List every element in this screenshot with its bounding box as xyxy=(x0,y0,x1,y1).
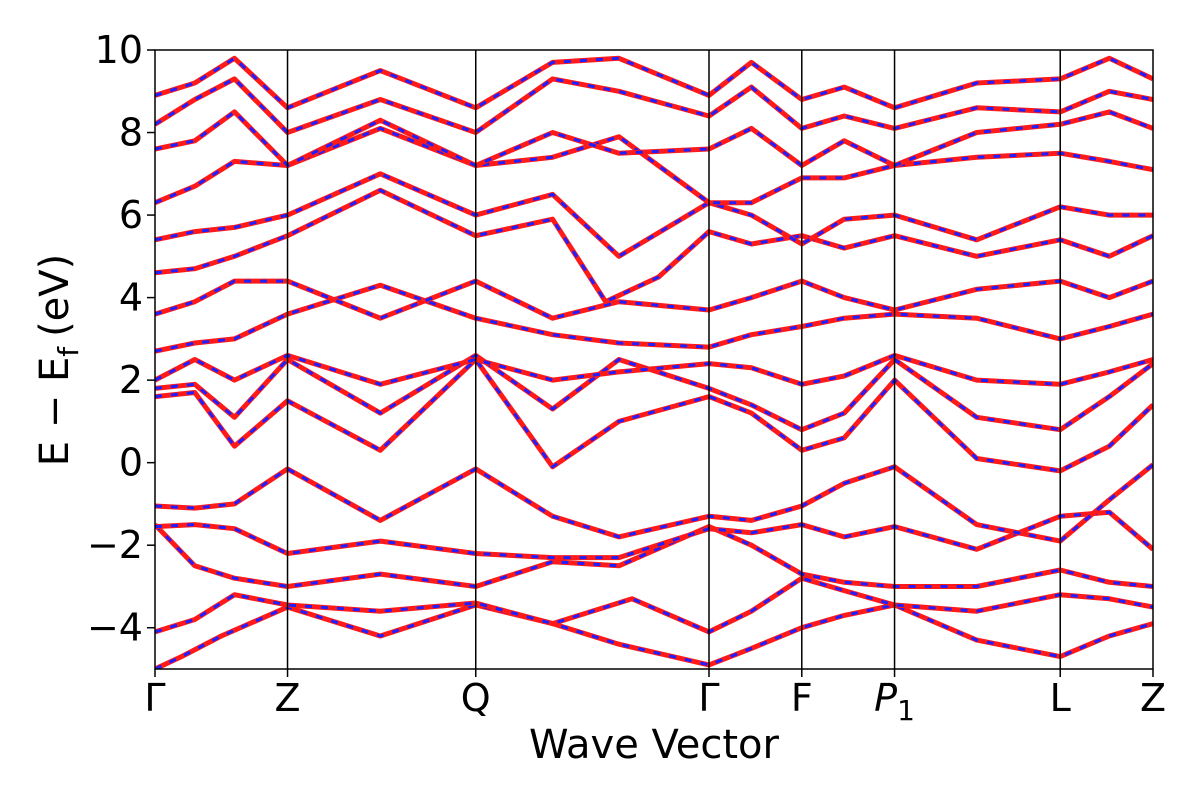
x-tick-label: P1 xyxy=(874,676,915,727)
y-tick-label: 2 xyxy=(119,358,143,402)
y-tick-label: 10 xyxy=(95,28,143,72)
band-line-blue xyxy=(155,358,1153,473)
y-axis-label-unit: (eV) xyxy=(32,254,78,337)
x-ticks: Γ Z Q Γ F P1 L Z xyxy=(144,669,1166,727)
band-line-blue xyxy=(155,283,1153,353)
x-tick-label: L xyxy=(1050,676,1071,720)
band-line-blue xyxy=(155,77,1153,134)
y-ticks: 10 8 6 4 2 0 −2 −4 xyxy=(87,28,155,650)
x-tick-label: F xyxy=(791,676,813,720)
band-line-blue xyxy=(155,56,1153,110)
band-line-blue xyxy=(155,110,1153,167)
band-line-red xyxy=(155,282,1153,354)
y-tick-label: 0 xyxy=(119,441,143,485)
band-line-red xyxy=(155,357,1153,474)
x-tick-label: Γ xyxy=(698,676,719,720)
band-line-blue xyxy=(155,126,1153,205)
band-line-red xyxy=(155,125,1153,206)
band-line-red xyxy=(155,278,1153,321)
band-line-blue xyxy=(155,188,1153,304)
band-line-red xyxy=(155,171,1153,259)
band-line-red xyxy=(155,522,1153,589)
y-tick-label: 8 xyxy=(119,111,143,155)
x-tick-label: Q xyxy=(461,676,491,720)
y-axis-label: E − Ef (eV) xyxy=(32,254,85,467)
band-line-red xyxy=(155,76,1153,135)
y-tick-label: 6 xyxy=(119,193,143,237)
x-tick-label: Z xyxy=(1140,676,1166,720)
x-tick-label: Γ xyxy=(144,676,165,720)
plot-area xyxy=(155,55,1153,669)
high-symmetry-lines xyxy=(286,50,1061,669)
plot-frame xyxy=(154,49,1154,670)
y-tick-label: 4 xyxy=(119,276,143,320)
y-axis-label-main: E − E xyxy=(32,357,78,467)
x-tick-label: Z xyxy=(275,676,301,720)
x-axis-label: Wave Vector xyxy=(529,722,780,768)
y-tick-label: −4 xyxy=(87,606,143,650)
y-axis-label-subscript: f xyxy=(52,346,85,357)
band-line-blue xyxy=(155,523,1153,588)
band-line-blue xyxy=(155,603,1153,669)
band-line-blue xyxy=(155,172,1153,258)
y-tick-label: −2 xyxy=(87,523,143,567)
band-line-red xyxy=(155,602,1153,669)
